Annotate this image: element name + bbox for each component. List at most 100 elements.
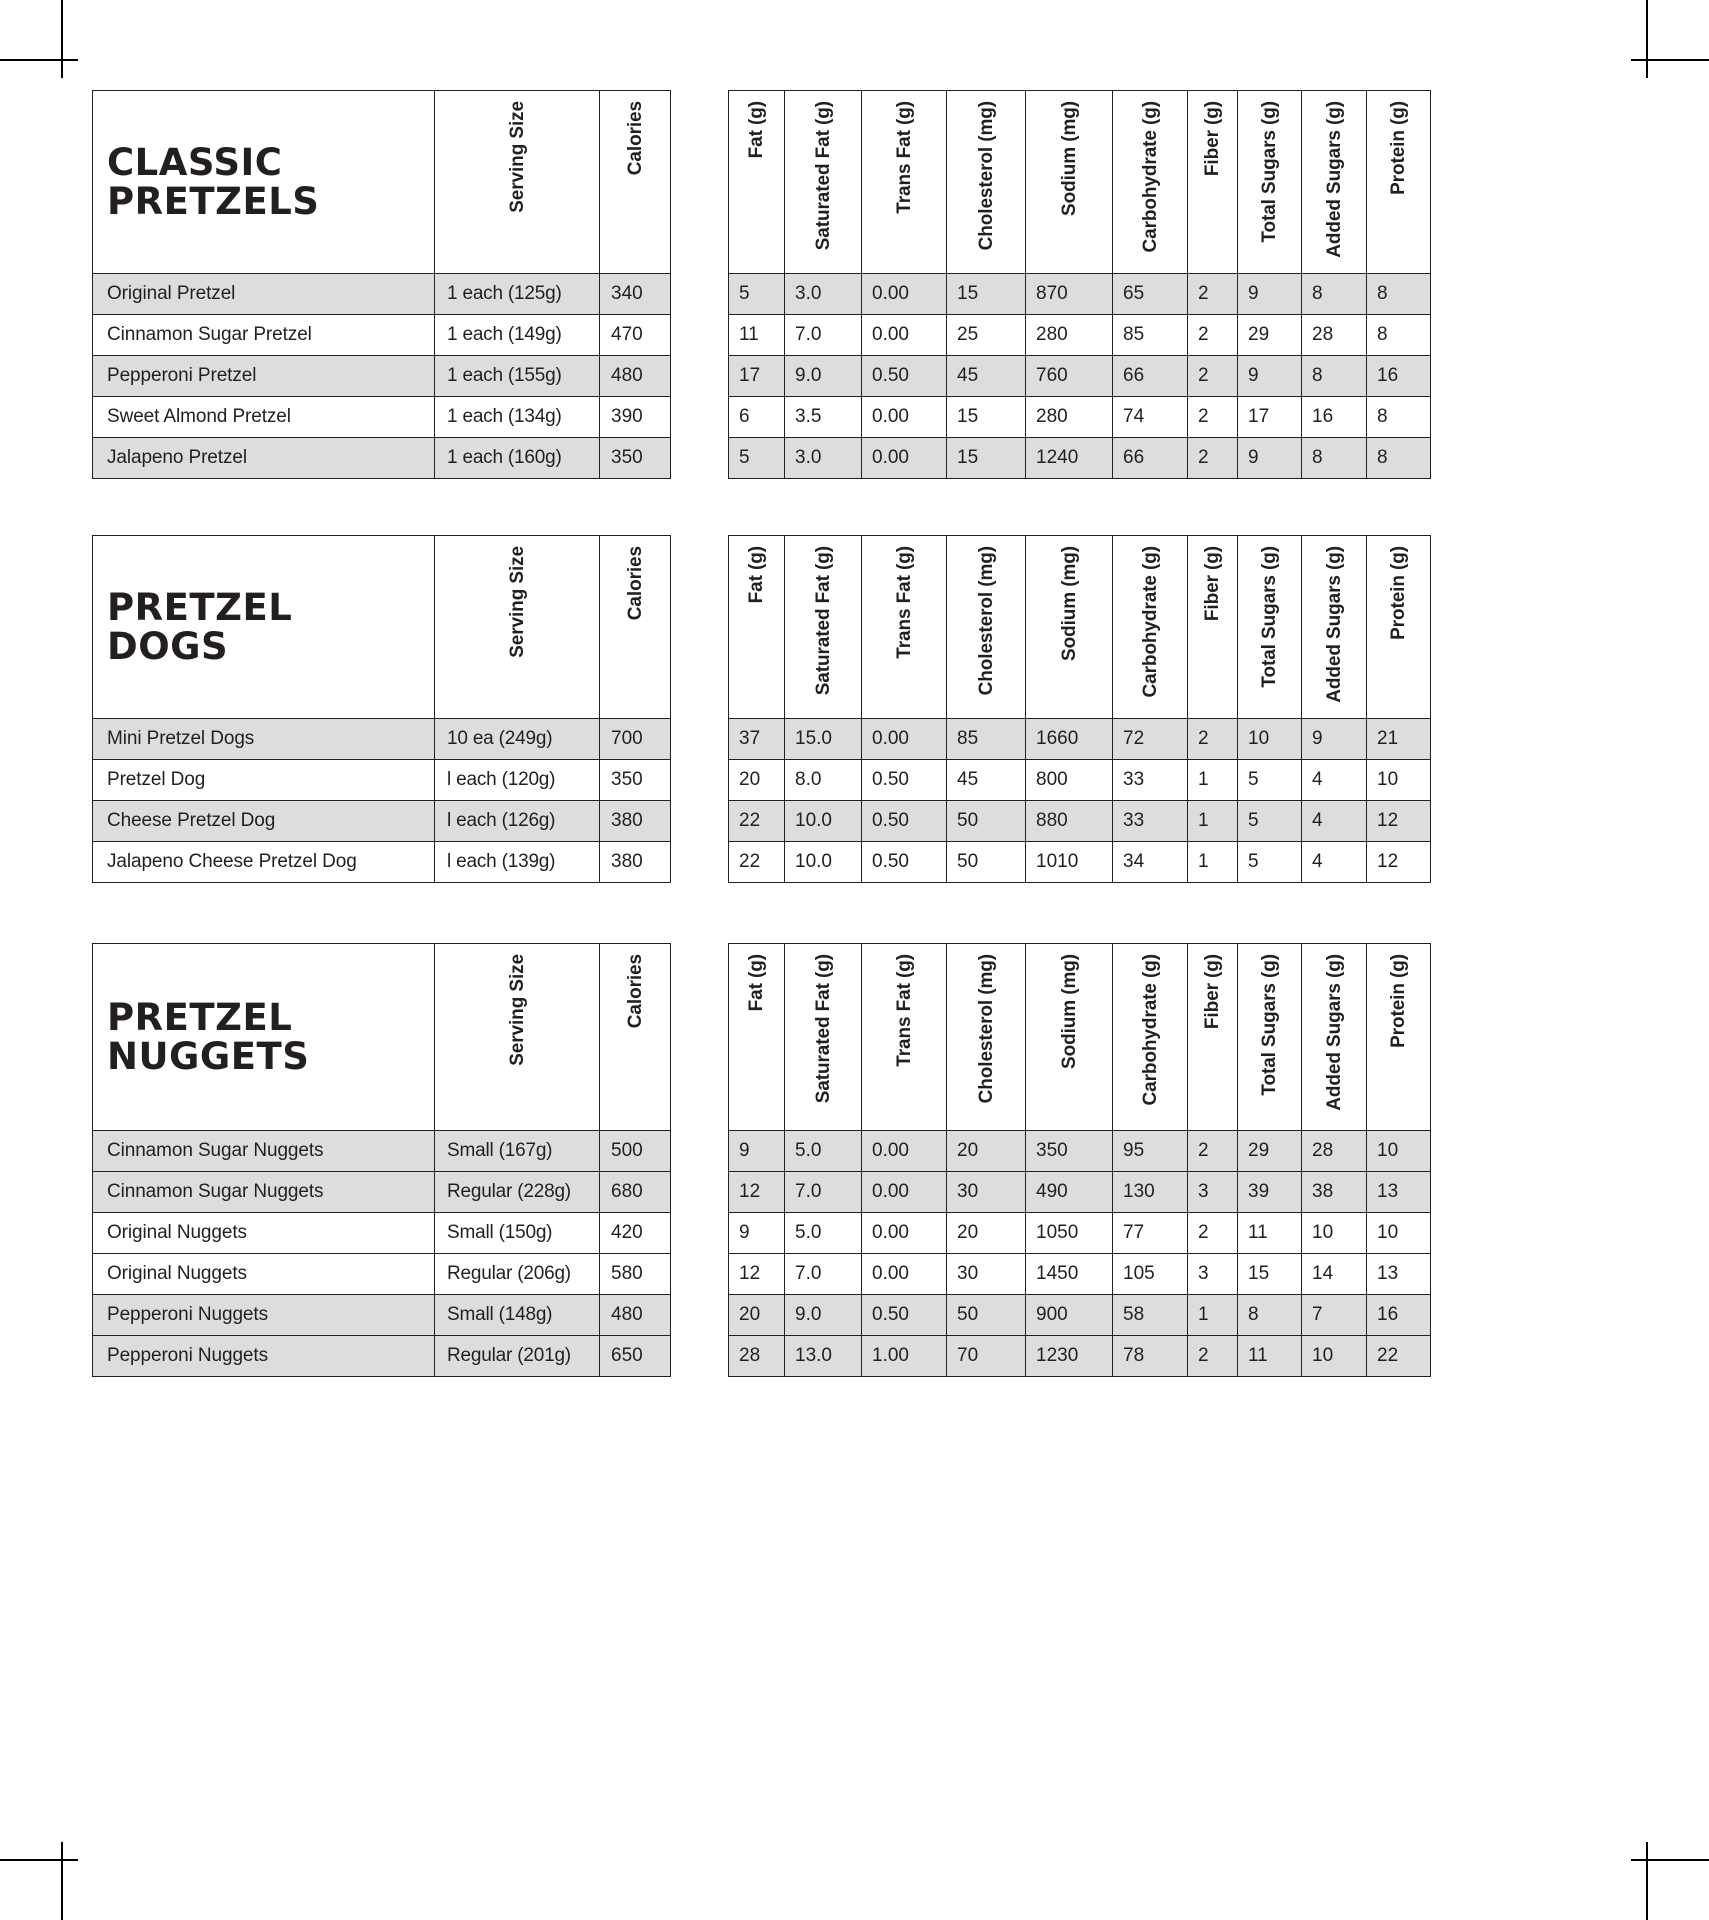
nutrient-value: 2 xyxy=(1187,273,1238,315)
nutrient-value: 7 xyxy=(1301,1294,1367,1336)
column-header-saturated-fat-g: Saturated Fat (g) xyxy=(784,943,862,1131)
nutrient-value: 85 xyxy=(1112,314,1188,356)
column-header-label: Serving Size xyxy=(506,101,528,213)
table-row: 11 7.0 0.00 25 280 85 2 29 28 8 xyxy=(728,314,1431,356)
column-header-label: Sodium (mg) xyxy=(1058,546,1080,661)
nutrient-value: 15 xyxy=(946,396,1026,438)
column-header-total-sugars-g: Total Sugars (g) xyxy=(1237,90,1302,274)
nutrient-value: 16 xyxy=(1366,355,1431,397)
column-header-label: Saturated Fat (g) xyxy=(812,954,834,1104)
nutrient-value: 0.50 xyxy=(861,841,947,883)
table-row: Cinnamon Sugar Pretzel 1 each (149g) 470 xyxy=(92,314,671,356)
column-header-label: Fat (g) xyxy=(746,954,767,1012)
pretzel-nuggets-nutrient-table: Fat (g) Saturated Fat (g) Trans Fat (g) Cho… xyxy=(728,943,1431,1377)
nutrient-value: 12 xyxy=(728,1171,785,1213)
nutrient-value: 9 xyxy=(1237,437,1302,479)
serving-size: 1 each (155g) xyxy=(434,355,600,397)
column-header-label: Serving Size xyxy=(506,546,528,658)
nutrient-value: 2 xyxy=(1187,718,1238,760)
column-header-label: Cholesterol (mg) xyxy=(975,546,997,696)
nutrient-value: 9 xyxy=(1237,355,1302,397)
nutrient-value: 880 xyxy=(1025,800,1113,842)
serving-size: 10 ea (249g) xyxy=(434,718,600,760)
nutrient-value: 66 xyxy=(1112,437,1188,479)
table-row: Pepperoni Nuggets Regular (201g) 650 xyxy=(92,1335,671,1377)
nutrient-value: 50 xyxy=(946,841,1026,883)
nutrient-value: 4 xyxy=(1301,800,1367,842)
nutrient-value: 1660 xyxy=(1025,718,1113,760)
nutrient-value: 17 xyxy=(728,355,785,397)
column-header-label: Calories xyxy=(624,546,646,621)
nutrient-value: 9.0 xyxy=(784,355,862,397)
nutrient-value: 280 xyxy=(1025,396,1113,438)
product-name: Cinnamon Sugar Nuggets xyxy=(92,1130,435,1172)
table-row: Cheese Pretzel Dog l each (126g) 380 xyxy=(92,800,671,842)
calories: 350 xyxy=(599,759,671,801)
nutrient-value: 20 xyxy=(946,1130,1026,1172)
nutrient-value: 8 xyxy=(1366,437,1431,479)
column-header-protein-g: Protein (g) xyxy=(1366,943,1431,1131)
nutrient-value: 12 xyxy=(728,1253,785,1295)
nutrient-value: 5 xyxy=(1237,800,1302,842)
table-row: 37 15.0 0.00 85 1660 72 2 10 9 21 xyxy=(728,718,1431,760)
table-row: 9 5.0 0.00 20 350 95 2 29 28 10 xyxy=(728,1130,1431,1172)
nutrient-value: 22 xyxy=(728,841,785,883)
column-header-serving-size: Serving Size xyxy=(434,943,600,1131)
header-row: PRETZEL NUGGETS Serving Size Calories xyxy=(92,943,671,1131)
nutrient-value: 7.0 xyxy=(784,314,862,356)
column-header-calories: Calories xyxy=(599,943,671,1131)
table-row: 20 8.0 0.50 45 800 33 1 5 4 10 xyxy=(728,759,1431,801)
nutrient-value: 9 xyxy=(1301,718,1367,760)
nutrient-value: 15 xyxy=(946,437,1026,479)
nutrient-value: 870 xyxy=(1025,273,1113,315)
column-header-label: Fiber (g) xyxy=(1202,546,1223,622)
nutrient-value: 2 xyxy=(1187,1212,1238,1254)
category-title-cell: PRETZEL DOGS xyxy=(92,535,435,719)
serving-size: 1 each (134g) xyxy=(434,396,600,438)
serving-size: l each (126g) xyxy=(434,800,600,842)
nutrient-value: 8 xyxy=(1366,396,1431,438)
nutrient-value: 760 xyxy=(1025,355,1113,397)
column-header-total-sugars-g: Total Sugars (g) xyxy=(1237,943,1302,1131)
column-header-added-sugars-g: Added Sugars (g) xyxy=(1301,943,1367,1131)
column-header-saturated-fat-g: Saturated Fat (g) xyxy=(784,535,862,719)
nutrient-value: 17 xyxy=(1237,396,1302,438)
header-row: CLASSIC PRETZELS Serving Size Calories xyxy=(92,90,671,274)
nutrient-value: 0.50 xyxy=(861,355,947,397)
nutrient-value: 10.0 xyxy=(784,800,862,842)
column-header-label: Sodium (mg) xyxy=(1058,954,1080,1069)
nutrient-value: 13 xyxy=(1366,1171,1431,1213)
nutrient-value: 21 xyxy=(1366,718,1431,760)
column-header-fat-g: Fat (g) xyxy=(728,535,785,719)
crop-mark-top-left-horizontal xyxy=(0,59,78,61)
header-row: Fat (g) Saturated Fat (g) Trans Fat (g) Cho… xyxy=(728,90,1431,274)
nutrient-value: 34 xyxy=(1112,841,1188,883)
nutrient-value: 10 xyxy=(1237,718,1302,760)
column-header-cholesterol-mg: Cholesterol (mg) xyxy=(946,90,1026,274)
product-name: Pepperoni Nuggets xyxy=(92,1294,435,1336)
column-header-label: Saturated Fat (g) xyxy=(812,101,834,251)
nutrient-value: 37 xyxy=(728,718,785,760)
nutrient-value: 3 xyxy=(1187,1253,1238,1295)
column-header-label: Trans Fat (g) xyxy=(893,546,915,659)
column-header-trans-fat-g: Trans Fat (g) xyxy=(861,535,947,719)
nutrient-value: 33 xyxy=(1112,759,1188,801)
nutrient-value: 28 xyxy=(1301,314,1367,356)
column-header-label: Fat (g) xyxy=(746,546,767,604)
nutrient-value: 33 xyxy=(1112,800,1188,842)
nutrient-value: 350 xyxy=(1025,1130,1113,1172)
table-row: 17 9.0 0.50 45 760 66 2 9 8 16 xyxy=(728,355,1431,397)
nutrient-value: 20 xyxy=(728,1294,785,1336)
nutrient-value: 9.0 xyxy=(784,1294,862,1336)
nutrient-value: 16 xyxy=(1301,396,1367,438)
table-row: Jalapeno Cheese Pretzel Dog l each (139g)… xyxy=(92,841,671,883)
table-row: Cinnamon Sugar Nuggets Regular (228g) 680 xyxy=(92,1171,671,1213)
nutrient-value: 130 xyxy=(1112,1171,1188,1213)
nutrient-value: 280 xyxy=(1025,314,1113,356)
product-name: Sweet Almond Pretzel xyxy=(92,396,435,438)
column-header-fat-g: Fat (g) xyxy=(728,943,785,1131)
category-title-cell: CLASSIC PRETZELS xyxy=(92,90,435,274)
table-row: 22 10.0 0.50 50 880 33 1 5 4 12 xyxy=(728,800,1431,842)
nutrient-value: 25 xyxy=(946,314,1026,356)
crop-mark-bottom-right-vertical xyxy=(1646,1842,1648,1920)
